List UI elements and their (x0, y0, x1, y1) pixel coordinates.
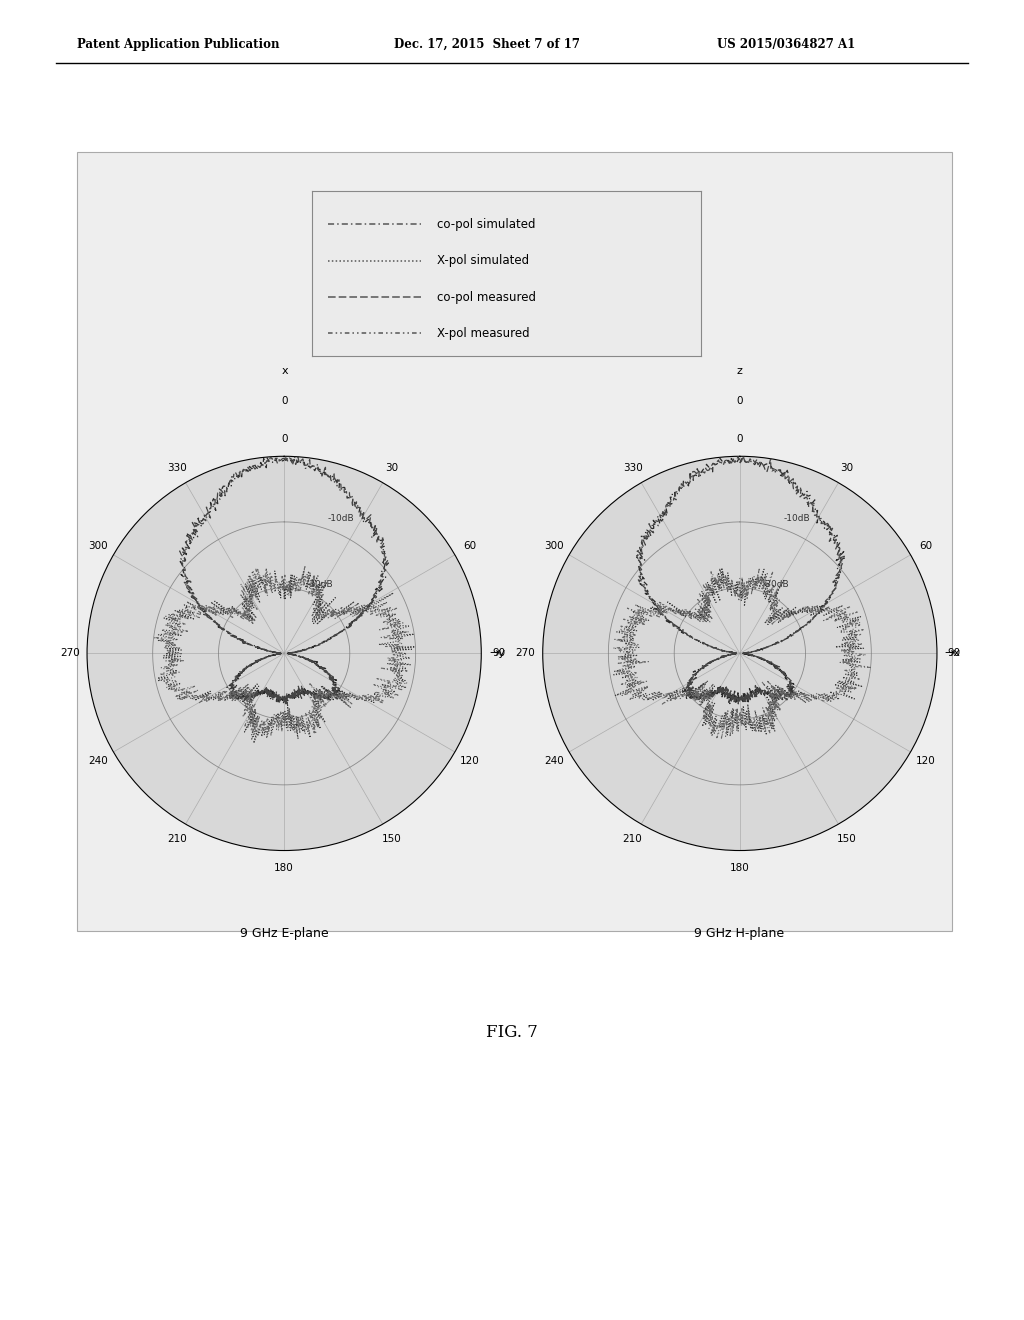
Text: co-pol simulated: co-pol simulated (437, 218, 536, 231)
Text: co-pol measured: co-pol measured (437, 290, 536, 304)
Text: -10dB: -10dB (328, 513, 354, 523)
Text: →x: →x (944, 648, 961, 659)
Text: 9 GHz E-plane: 9 GHz E-plane (241, 927, 329, 940)
Text: 9 GHz H-plane: 9 GHz H-plane (694, 927, 784, 940)
Text: -30dB: -30dB (306, 581, 333, 590)
Text: -30dB: -30dB (762, 581, 788, 590)
Text: Dec. 17, 2015  Sheet 7 of 17: Dec. 17, 2015 Sheet 7 of 17 (394, 37, 581, 50)
Text: 0: 0 (736, 396, 742, 407)
Text: z: z (736, 366, 742, 376)
Text: →y: →y (489, 648, 506, 659)
Text: FIG. 7: FIG. 7 (486, 1024, 538, 1040)
Text: US 2015/0364827 A1: US 2015/0364827 A1 (717, 37, 855, 50)
Text: X-pol measured: X-pol measured (437, 327, 529, 339)
Text: x: x (282, 366, 288, 376)
Text: X-pol simulated: X-pol simulated (437, 255, 529, 267)
Text: 0: 0 (282, 396, 288, 407)
Text: Patent Application Publication: Patent Application Publication (77, 37, 280, 50)
Text: -10dB: -10dB (783, 513, 810, 523)
